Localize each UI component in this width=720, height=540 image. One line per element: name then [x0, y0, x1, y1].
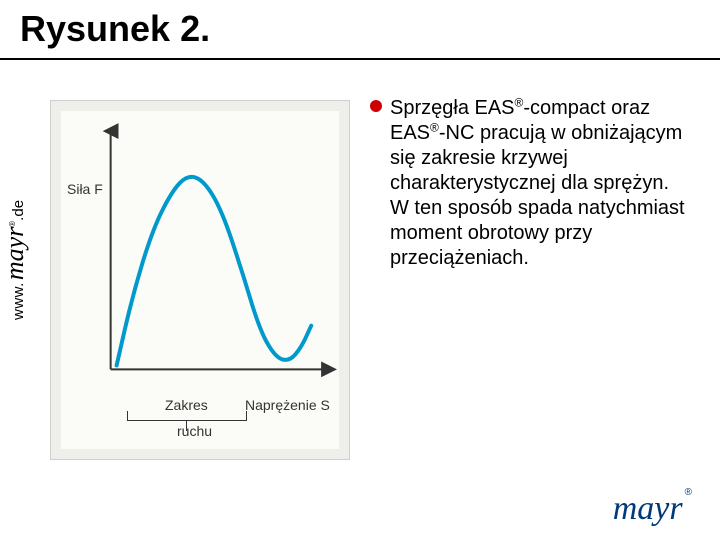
brand-name: mayr: [0, 227, 30, 280]
brand-reg: ®: [8, 221, 17, 227]
footer-logo-name: mayr: [613, 490, 683, 527]
body-text-content: Sprzęgła EAS®-compact oraz EAS®-NC pracu…: [390, 97, 685, 270]
spring-curve: [117, 177, 312, 365]
x-axis-label-naprezenie: Naprężenie S: [245, 397, 330, 413]
vertical-brand-text: www. mayr ® .de: [0, 200, 30, 320]
body-paragraph: Sprzęgła EAS®-compact oraz EAS®-NC pracu…: [390, 95, 690, 271]
range-bracket: [127, 411, 247, 421]
title-underline: [0, 58, 720, 60]
footer-logo: mayr®: [613, 490, 690, 528]
chart-figure: Siła F Zakres Naprężenie S ruchu: [50, 100, 350, 460]
bullet-icon: [370, 100, 382, 112]
slide: Rysunek 2. www. mayr ® .de: [0, 0, 720, 540]
brand-tld: .de: [10, 200, 27, 221]
footer-logo-reg: ®: [685, 487, 692, 498]
y-axis-label: Siła F: [65, 181, 105, 197]
vertical-brand-strip: www. mayr ® .de: [0, 70, 36, 470]
x-axis-label-ruchu: ruchu: [177, 423, 212, 439]
slide-title: Rysunek 2.: [20, 8, 210, 50]
chart-inner: Siła F Zakres Naprężenie S ruchu: [61, 111, 339, 449]
brand-www: www.: [10, 282, 27, 320]
